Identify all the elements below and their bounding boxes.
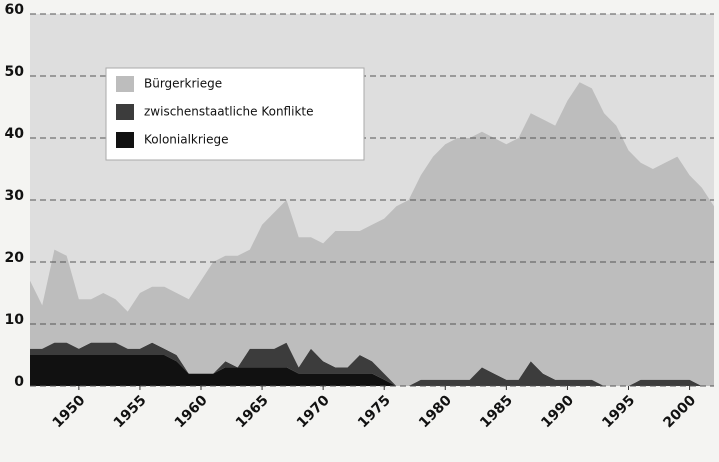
x-tick-label: 1995 xyxy=(599,392,638,431)
legend-label: Kolonialkriege xyxy=(144,133,229,147)
y-tick-label: 40 xyxy=(5,126,25,142)
y-tick-label: 60 xyxy=(5,2,25,18)
x-tick-label: 1975 xyxy=(355,392,394,431)
x-tick-label: 1960 xyxy=(172,392,211,431)
legend-swatch xyxy=(116,132,134,148)
y-tick-label: 10 xyxy=(5,312,25,328)
x-tick-label: 2000 xyxy=(660,392,699,431)
x-tick-label: 1955 xyxy=(111,392,150,431)
legend-label: Bürgerkriege xyxy=(144,77,222,91)
area xyxy=(30,355,714,386)
area xyxy=(30,342,714,386)
x-tick-label: 1990 xyxy=(538,392,577,431)
x-tick-label: 1950 xyxy=(50,392,89,431)
x-tick-label: 1965 xyxy=(233,392,272,431)
y-tick-label: 0 xyxy=(14,374,24,390)
x-tick-label: 1985 xyxy=(477,392,516,431)
y-tick-label: 50 xyxy=(5,64,25,80)
x-tick-label: 1980 xyxy=(416,392,455,431)
legend-swatch xyxy=(116,104,134,120)
x-tick-label: 1970 xyxy=(294,392,333,431)
y-tick-label: 20 xyxy=(5,250,25,266)
legend-swatch xyxy=(116,76,134,92)
y-tick-label: 30 xyxy=(5,188,25,204)
legend-label: zwischenstaatliche Konflikte xyxy=(144,105,313,119)
area xyxy=(30,82,714,386)
legend-box xyxy=(105,67,365,161)
